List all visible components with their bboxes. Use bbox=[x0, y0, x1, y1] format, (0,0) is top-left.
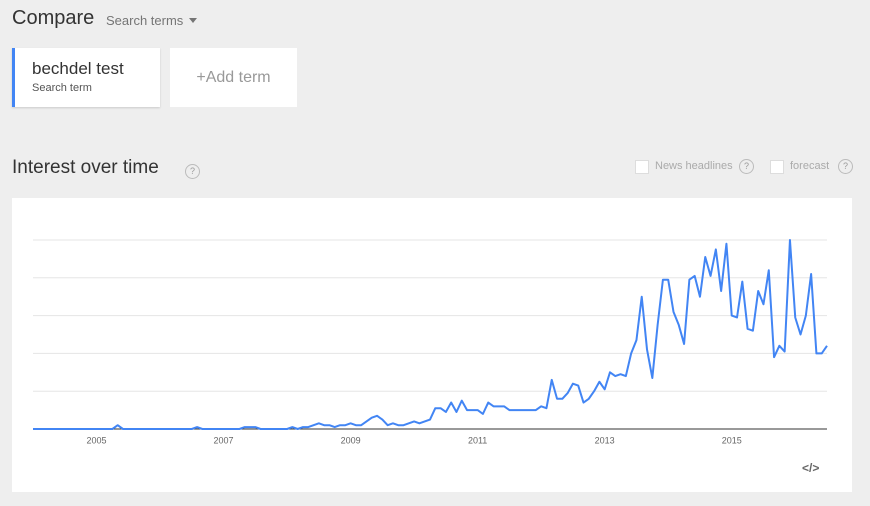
add-term-button[interactable]: +Add term bbox=[170, 48, 297, 107]
data-line bbox=[33, 239, 828, 430]
checkbox[interactable] bbox=[770, 160, 784, 174]
term-label: bechdel test bbox=[32, 59, 124, 78]
x-tick-label: 2005 bbox=[87, 435, 107, 445]
help-icon[interactable]: ? bbox=[185, 164, 200, 179]
option-label: News headlines bbox=[655, 160, 733, 172]
x-tick-label: 2007 bbox=[214, 435, 234, 445]
term-card[interactable]: bechdel test Search term bbox=[12, 48, 160, 107]
section-title: Interest over time bbox=[12, 157, 159, 178]
option-label: forecast bbox=[790, 160, 830, 172]
checkbox[interactable] bbox=[635, 160, 649, 174]
chart-card: 2005 2007 2009 2011 2013 2015 bbox=[12, 198, 852, 492]
x-tick-label: 2011 bbox=[468, 435, 487, 445]
term-sublabel: Search term bbox=[32, 82, 92, 94]
chart: 2005 2007 2009 2011 2013 2015 bbox=[33, 239, 828, 445]
help-icon[interactable]: ? bbox=[739, 159, 754, 174]
x-tick-label: 2015 bbox=[722, 435, 742, 445]
search-terms-dropdown[interactable]: Search terms bbox=[106, 13, 197, 28]
x-tick-label: 2009 bbox=[341, 435, 361, 445]
page-title: Compare bbox=[12, 7, 95, 29]
embed-button[interactable]: </> bbox=[802, 461, 820, 475]
x-tick-label: 2013 bbox=[595, 435, 615, 445]
help-icon[interactable]: ? bbox=[838, 159, 853, 174]
